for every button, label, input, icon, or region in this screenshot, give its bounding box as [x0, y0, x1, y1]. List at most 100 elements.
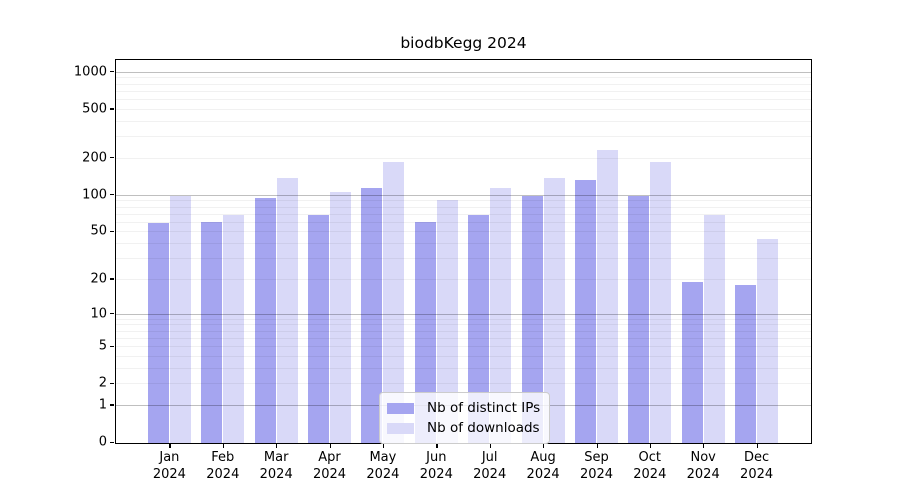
x-tick-label-nov: Nov 2024 — [687, 450, 720, 483]
x-tick-label-oct: Oct 2024 — [633, 450, 666, 483]
gridline-minor-30 — [116, 257, 811, 259]
y-tick-label-10: 10 — [90, 306, 107, 321]
x-tick-year: 2024 — [152, 466, 186, 482]
bar-distinct-ips-jan — [147, 222, 169, 443]
bar-distinct-ips-aug — [521, 195, 543, 443]
x-tick-label-mar: Mar 2024 — [260, 450, 293, 483]
gridline-minor-60 — [116, 221, 811, 223]
bar-distinct-ips-may — [361, 187, 383, 443]
x-tick-mark — [649, 444, 652, 448]
bar-downloads-jun — [436, 200, 458, 443]
y-tick-mark — [110, 157, 114, 159]
x-tick-mark — [489, 444, 491, 448]
legend-label-distinct-ips: Nb of distinct IPs — [427, 400, 541, 416]
bar-downloads-may — [383, 161, 405, 443]
x-tick-label-feb: Feb 2024 — [206, 450, 239, 483]
x-tick-year: 2024 — [686, 466, 720, 482]
y-tick-label-2: 2 — [98, 375, 107, 391]
y-tick-mark — [110, 278, 114, 280]
bar-downloads-sep — [596, 150, 618, 443]
x-tick-mark — [382, 444, 385, 448]
bar-downloads-apr — [330, 191, 352, 443]
y-tick-label-0: 0 — [98, 434, 107, 450]
bar-distinct-ips-oct — [628, 195, 650, 443]
x-tick-year: 2024 — [366, 466, 400, 482]
x-tick-mark — [169, 444, 171, 448]
x-tick-month: Jul — [481, 450, 498, 465]
y-tick-mark — [110, 194, 114, 196]
gridline-minor-9 — [116, 318, 811, 320]
gridline-major-10 — [116, 313, 811, 315]
x-tick-label-aug: Aug 2024 — [527, 450, 560, 483]
gridline-minor-4 — [116, 355, 811, 357]
legend-swatch-downloads — [387, 422, 414, 434]
y-tick-mark — [110, 313, 114, 315]
gridline-minor-700 — [116, 90, 811, 92]
x-tick-month: Mar — [263, 450, 289, 465]
gridline-minor-300 — [116, 136, 811, 138]
x-tick-month: Sep — [584, 450, 609, 465]
y-tick-mark — [110, 108, 114, 110]
legend-item-distinct-ips: Nb of distinct IPs — [387, 398, 540, 418]
x-tick-label-sep: Sep 2024 — [580, 450, 613, 483]
x-tick-month: Apr — [318, 450, 341, 465]
x-tick-mark — [596, 444, 598, 448]
x-tick-label-apr: Apr 2024 — [313, 450, 346, 483]
x-tick-month: Aug — [530, 450, 556, 465]
gridline-major-1000 — [116, 71, 811, 73]
y-tick-mark — [110, 382, 114, 384]
bar-downloads-feb — [223, 214, 245, 443]
legend-item-downloads: Nb of downloads — [387, 418, 540, 438]
x-tick-year: 2024 — [206, 466, 240, 482]
bar-downloads-jan — [169, 195, 191, 443]
x-tick-year: 2024 — [473, 466, 507, 482]
x-tick-label-jan: Jan 2024 — [153, 450, 186, 483]
gridline-minor-200 — [116, 157, 811, 159]
x-tick-year: 2024 — [740, 466, 774, 482]
bar-downloads-oct — [650, 162, 672, 443]
gridline-minor-600 — [116, 99, 811, 100]
gridline-minor-6 — [116, 337, 811, 339]
x-tick-mark — [703, 444, 705, 448]
y-tick-mark — [110, 441, 114, 443]
x-tick-mark — [436, 444, 438, 448]
bar-distinct-ips-feb — [201, 221, 223, 443]
bar-distinct-ips-mar — [254, 197, 276, 443]
x-tick-month: Dec — [744, 450, 770, 465]
x-tick-mark — [276, 444, 278, 448]
x-tick-label-jun: Jun 2024 — [420, 450, 453, 483]
x-tick-month: May — [369, 450, 397, 465]
plot-area: Nb of distinct IPs Nb of downloads — [115, 59, 812, 444]
x-tick-mark — [329, 444, 331, 448]
gridline-minor-40 — [116, 243, 811, 244]
x-tick-year: 2024 — [579, 466, 614, 482]
gridline-minor-50 — [116, 231, 811, 233]
y-tick-label-500: 500 — [82, 101, 107, 117]
bar-downloads-aug — [543, 177, 565, 443]
x-tick-year: 2024 — [526, 466, 560, 482]
bar-distinct-ips-jul — [468, 214, 490, 443]
x-tick-mark — [222, 444, 225, 448]
y-tick-label-100: 100 — [82, 187, 107, 203]
bar-distinct-ips-apr — [308, 215, 330, 443]
y-tick-label-20: 20 — [90, 271, 107, 287]
y-tick-label-200: 200 — [82, 150, 107, 166]
gridline-minor-400 — [116, 120, 811, 122]
bar-downloads-nov — [703, 215, 725, 443]
bar-downloads-jul — [490, 188, 512, 443]
gridline-minor-80 — [116, 206, 811, 208]
x-tick-label-dec: Dec 2024 — [740, 450, 773, 483]
x-tick-month: Oct — [638, 450, 662, 465]
y-tick-label-50: 50 — [90, 223, 107, 239]
x-tick-month: Nov — [690, 450, 716, 465]
x-tick-mark — [543, 444, 545, 448]
y-tick-label-1: 1 — [98, 397, 107, 413]
x-tick-month: Jun — [426, 450, 447, 465]
bar-distinct-ips-jun — [414, 221, 436, 443]
bar-distinct-ips-sep — [574, 179, 596, 443]
gridline-minor-900 — [116, 77, 811, 79]
gridline-minor-2 — [116, 383, 811, 385]
gridline-minor-3 — [116, 367, 811, 369]
gridline-minor-500 — [116, 108, 811, 110]
gridline-minor-800 — [116, 83, 811, 85]
